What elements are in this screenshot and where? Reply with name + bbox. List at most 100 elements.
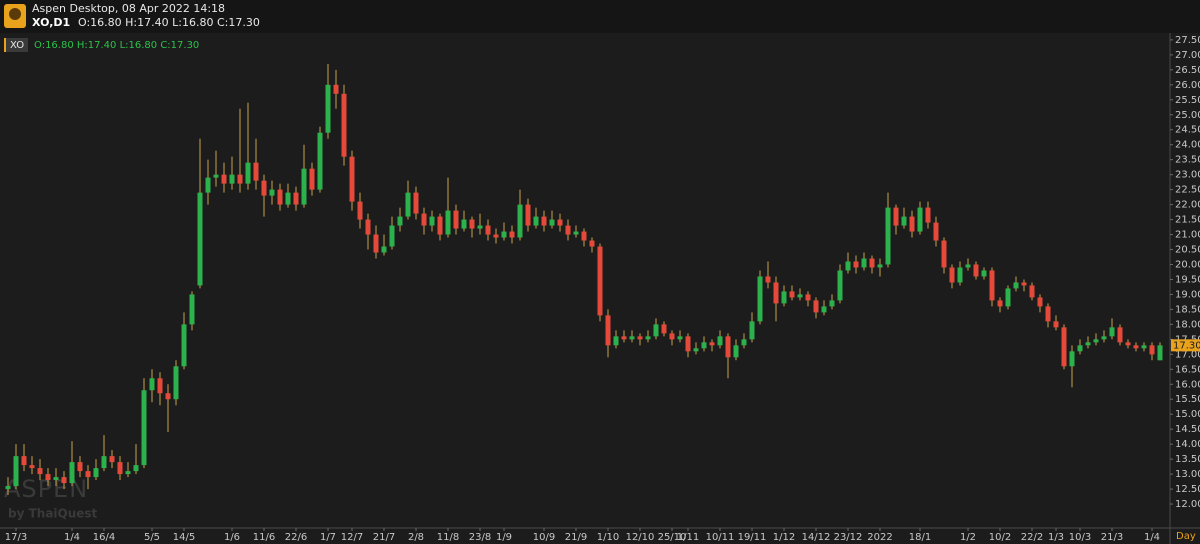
candle-body (1021, 282, 1027, 286)
y-tick-label: 19.00 (1175, 289, 1200, 300)
candle-body (629, 336, 635, 340)
candle-body (1029, 285, 1035, 298)
x-tick-label: 22/2 (1021, 532, 1043, 543)
candle-body (245, 162, 251, 184)
candle-body (53, 477, 59, 481)
candle-body (61, 477, 67, 484)
candle-body (125, 471, 131, 475)
candle-body (1125, 342, 1131, 346)
y-tick-label: 20.00 (1175, 259, 1200, 270)
candle-body (949, 267, 955, 283)
candle-body (573, 231, 579, 235)
candle-body (861, 258, 867, 268)
candle-body (749, 321, 755, 340)
x-tick-label: 19/11 (738, 532, 767, 543)
candle-body (533, 216, 539, 226)
x-tick-label: 5/5 (144, 532, 160, 543)
candle-body (445, 210, 451, 235)
candle-body (301, 168, 307, 205)
candle-body (333, 84, 339, 94)
candle-body (421, 213, 427, 226)
candle-body (581, 231, 587, 241)
candle-body (669, 333, 675, 340)
candle-body (677, 336, 683, 340)
candle-body (797, 294, 803, 298)
x-tick-label: 21/9 (565, 532, 587, 543)
candle-body (133, 465, 139, 472)
x-tick-label: 1/10 (597, 532, 619, 543)
legend-symbol: XO (10, 40, 24, 51)
x-tick-label: 1/2 (960, 532, 976, 543)
y-tick-label: 25.00 (1175, 110, 1200, 121)
candle-body (213, 174, 219, 178)
candle-body (653, 324, 659, 337)
x-tick-label: 21/3 (1101, 532, 1123, 543)
candle-body (29, 465, 35, 469)
y-tick-label: 16.00 (1175, 379, 1200, 390)
candle-body (1037, 297, 1043, 307)
candle-body (1061, 327, 1067, 367)
candle-body (5, 486, 11, 490)
candle-body (501, 231, 507, 238)
y-tick-label: 14.00 (1175, 439, 1200, 450)
x-tick-label: 16/4 (93, 532, 115, 543)
x-tick-label: 11/8 (437, 532, 459, 543)
candle-body (893, 207, 899, 226)
candle-body (269, 189, 275, 196)
x-tick-label: 23/8 (469, 532, 491, 543)
candle-body (909, 216, 915, 232)
candle-body (701, 342, 707, 349)
candle-body (141, 390, 147, 466)
candle-body (157, 378, 163, 394)
candle-body (461, 219, 467, 229)
y-tick-label: 24.00 (1175, 140, 1200, 151)
candle-body (1141, 345, 1147, 349)
candle-body (525, 204, 531, 226)
candle-body (1013, 282, 1019, 289)
candle-body (293, 192, 299, 205)
candle-body (709, 342, 715, 346)
y-tick-label: 17.00 (1175, 349, 1200, 360)
x-tick-label: 1/12 (773, 532, 795, 543)
x-tick-label: 10/3 (1069, 532, 1091, 543)
candle-body (405, 192, 411, 217)
candle-body (1045, 306, 1051, 322)
y-tick-label: 26.50 (1175, 65, 1200, 76)
candle-body (325, 84, 331, 133)
x-tick-label: 18/1 (909, 532, 931, 543)
candle-body (453, 210, 459, 229)
candle-body (117, 462, 123, 475)
candle-body (589, 240, 595, 247)
candle-body (69, 462, 75, 484)
x-tick-label: 14/12 (802, 532, 831, 543)
symbol: XO,D1 (32, 16, 70, 29)
x-tick-label: 14/5 (173, 532, 195, 543)
candle-body (509, 231, 515, 238)
y-tick-label: 25.50 (1175, 95, 1200, 106)
candle-body (341, 93, 347, 157)
watermark-by: by ThaiQuest (8, 507, 98, 521)
candle-body (309, 168, 315, 190)
x-tick-label: 11/6 (253, 532, 275, 543)
candle-body (101, 456, 107, 469)
candle-body (221, 174, 227, 184)
legend-symbol-box (4, 38, 28, 52)
candle-body (973, 264, 979, 277)
candle-body (717, 336, 723, 346)
candle-body (757, 276, 763, 322)
candle-body (1157, 345, 1163, 361)
candle-body (845, 261, 851, 271)
y-tick-label: 16.50 (1175, 364, 1200, 375)
candle-body (277, 189, 283, 205)
timeframe[interactable]: Day (1176, 531, 1196, 542)
candle-body (933, 222, 939, 241)
x-tick-label: 1/3 (1048, 532, 1064, 543)
candle-body (1101, 336, 1107, 340)
y-tick-label: 22.00 (1175, 200, 1200, 211)
candle-body (885, 207, 891, 265)
last-price-label: 17.30 (1173, 340, 1200, 351)
candle-body (925, 207, 931, 223)
x-tick-label: 21/7 (373, 532, 395, 543)
plot: 12.00 12.50 13.00 13.50 14.00 14.50 15.00 15.50… (5, 35, 1200, 543)
